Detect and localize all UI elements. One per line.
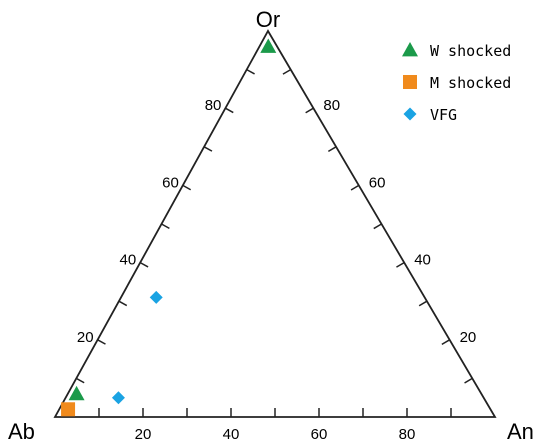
tick-mark-left (75, 377, 85, 384)
tick-label-left: 60 (162, 174, 179, 191)
tick-label-bottom: 20 (135, 426, 152, 443)
legend-label: M shocked (430, 74, 511, 92)
tick-mark-left (139, 261, 149, 268)
tick-mark-left (118, 300, 128, 307)
tick-label-right: 80 (323, 97, 340, 114)
tick-label-bottom: 60 (311, 426, 328, 443)
tick-mark-right (441, 339, 450, 346)
tick-label-right: 60 (369, 174, 386, 191)
data-point-diamond (111, 391, 125, 405)
data-point-triangle (260, 38, 277, 53)
vertex-label-ab: Ab (8, 419, 35, 444)
legend: W shocked M shocked VFG (402, 42, 511, 124)
triangle-frame (53, 29, 497, 418)
data-point-diamond (149, 290, 163, 304)
tick-mark-left (182, 184, 192, 191)
tick-label-bottom: 80 (399, 426, 416, 443)
tick-labels: 20 40 60 80 20 40 60 80 20 40 60 80 (77, 97, 476, 443)
legend-label: VFG (430, 106, 457, 124)
legend-label: W shocked (430, 42, 511, 60)
tick-label-right: 20 (460, 329, 477, 346)
tick-label-bottom: 40 (223, 426, 240, 443)
tick-mark-right (327, 146, 337, 153)
tick-mark-right (418, 300, 428, 307)
legend-marker-diamond (403, 107, 417, 121)
tick-label-right: 40 (414, 252, 431, 269)
tick-mark-right (305, 107, 314, 114)
tick-mark-right (373, 223, 382, 230)
data-points (61, 38, 277, 417)
tick-label-left: 80 (205, 97, 222, 114)
vertex-label-an: An (507, 419, 534, 444)
tick-label-left: 20 (77, 329, 94, 346)
tick-mark-right (464, 377, 473, 384)
tick-mark-left (246, 68, 255, 75)
data-point-square (61, 402, 76, 417)
tick-mark-left (203, 146, 213, 152)
tick-mark-right (350, 184, 360, 191)
tick-mark-right (282, 68, 292, 75)
tick-mark-left (97, 339, 106, 345)
tick-mark-left (225, 107, 234, 114)
legend-marker-triangle (402, 42, 418, 57)
tick-marks (75, 68, 473, 417)
tick-mark-left (161, 223, 170, 230)
legend-marker-square (403, 75, 417, 89)
vertex-label-or: Or (256, 7, 280, 32)
tick-mark-right (396, 261, 405, 268)
data-point-triangle (68, 385, 85, 401)
tick-label-left: 40 (120, 252, 137, 269)
